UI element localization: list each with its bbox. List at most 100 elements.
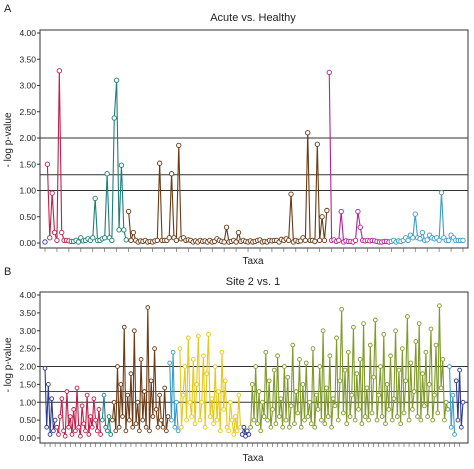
data-point	[325, 414, 331, 419]
data-point	[342, 367, 348, 373]
panel-a-ylabel: - log p-value	[3, 112, 14, 167]
y-tick-label: 1.00	[19, 397, 36, 407]
data-point	[355, 208, 361, 215]
data-point	[234, 428, 240, 434]
data-point	[175, 428, 181, 434]
data-point	[405, 237, 411, 244]
data-point	[84, 392, 90, 398]
series-line	[250, 305, 449, 431]
data-point	[184, 417, 189, 423]
data-point	[154, 237, 160, 244]
data-point	[168, 171, 175, 177]
data-point	[166, 235, 172, 241]
data-point	[174, 399, 179, 405]
data-point	[214, 417, 220, 423]
data-point	[231, 432, 237, 437]
data-point	[322, 421, 328, 427]
data-point	[330, 396, 336, 402]
data-point	[260, 399, 265, 405]
data-point	[401, 410, 407, 416]
data-point	[448, 424, 454, 430]
data-point	[103, 424, 109, 430]
data-point	[416, 321, 422, 326]
y-tick-label: 3.00	[19, 81, 36, 91]
data-point	[319, 417, 324, 423]
data-point	[189, 414, 194, 419]
data-point	[271, 367, 277, 373]
data-point	[420, 371, 425, 376]
data-point	[71, 407, 77, 412]
data-point	[160, 424, 166, 430]
data-point	[366, 417, 371, 423]
data-point	[152, 346, 157, 351]
data-point	[162, 385, 168, 391]
y-tick-label: 4.00	[19, 28, 36, 38]
data-point	[424, 237, 430, 243]
data-point	[338, 208, 344, 215]
data-point	[212, 364, 218, 369]
data-point	[384, 382, 390, 387]
data-point	[312, 238, 318, 245]
data-point	[130, 229, 137, 236]
data-point	[457, 367, 462, 373]
data-point	[88, 414, 93, 419]
data-point	[378, 364, 383, 369]
data-point	[113, 428, 119, 434]
data-point	[131, 328, 137, 334]
data-point	[408, 360, 414, 366]
data-point	[446, 237, 452, 244]
data-point	[126, 417, 132, 423]
data-point	[319, 214, 325, 220]
data-point	[292, 421, 297, 427]
data-point	[62, 433, 68, 439]
data-point	[192, 421, 198, 427]
data-point	[321, 237, 328, 244]
data-point	[293, 389, 299, 394]
data-point	[329, 424, 334, 430]
data-point	[153, 407, 159, 412]
data-point	[431, 392, 437, 398]
data-point	[49, 396, 55, 402]
panel-b-plot: 0.00 0.50 1.00 1.50 2.00 2.50 3.00 3.50 4.00	[19, 290, 469, 447]
data-point	[263, 349, 269, 355]
data-point	[425, 414, 430, 419]
data-point	[83, 428, 88, 434]
data-point	[305, 414, 311, 419]
data-point	[443, 399, 449, 405]
data-point	[59, 229, 65, 236]
data-point	[90, 235, 96, 241]
data-point	[86, 432, 92, 437]
data-point	[157, 160, 163, 166]
data-point	[207, 414, 213, 419]
data-point	[115, 364, 120, 369]
data-point	[101, 392, 107, 398]
data-point	[307, 399, 312, 405]
data-point	[415, 414, 420, 419]
panel-b-title: Site 2 vs. 1	[226, 276, 280, 288]
data-point	[224, 424, 230, 430]
data-point	[128, 371, 134, 376]
data-point	[199, 399, 205, 405]
data-point	[361, 321, 366, 326]
data-point	[388, 353, 393, 359]
data-point	[430, 417, 436, 423]
data-point	[137, 428, 142, 434]
data-point	[394, 414, 400, 419]
data-point	[445, 407, 451, 412]
data-point	[452, 432, 457, 437]
data-point	[270, 407, 275, 412]
data-point	[222, 378, 228, 384]
data-point	[349, 392, 355, 398]
data-point	[359, 421, 365, 427]
data-point	[61, 428, 66, 434]
data-point	[116, 424, 122, 430]
data-point	[300, 382, 306, 387]
data-point	[93, 417, 98, 423]
data-point	[118, 382, 124, 387]
data-point	[142, 389, 147, 394]
data-point	[334, 335, 339, 341]
data-point	[376, 392, 382, 398]
data-point	[386, 407, 392, 412]
data-point	[256, 389, 262, 394]
data-point	[302, 237, 309, 244]
